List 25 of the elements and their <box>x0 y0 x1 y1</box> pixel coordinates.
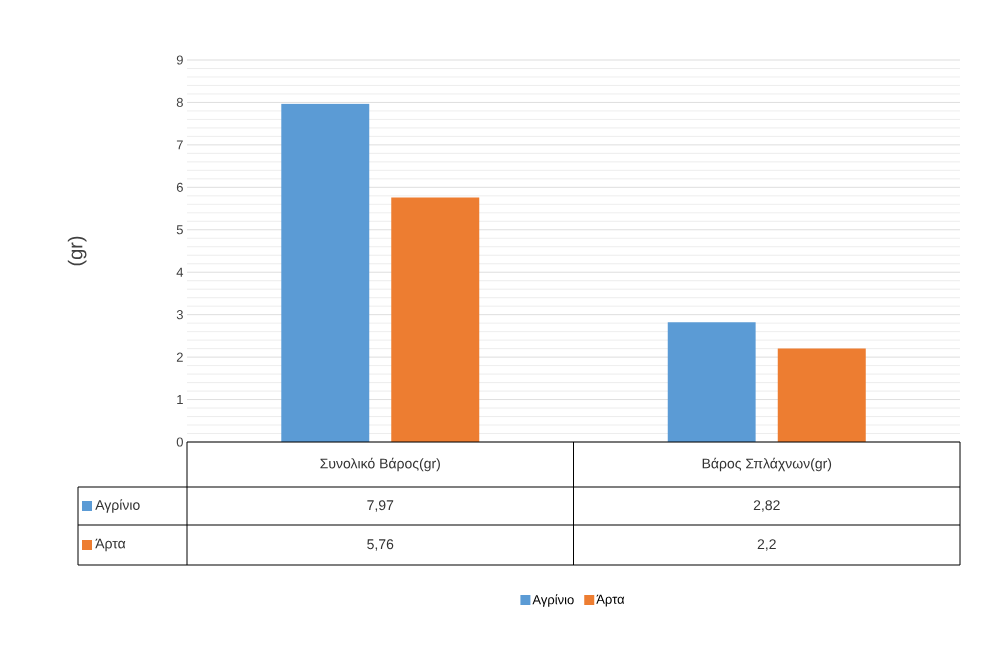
y-tick-label: 2 <box>176 352 183 362</box>
y-tick-label: 8 <box>176 97 183 108</box>
y-tick-label: 5 <box>176 225 183 235</box>
bar <box>391 197 480 442</box>
y-axis-title: (gr) <box>67 236 87 266</box>
legend-label: Άρτα <box>596 594 625 607</box>
data-label: 7,97 <box>367 500 394 512</box>
y-tick-label: 0 <box>176 437 183 447</box>
data-label: 5,76 <box>367 539 394 551</box>
y-tick-label: 1 <box>177 395 183 405</box>
y-tick-label: 4 <box>176 267 184 277</box>
bar <box>281 103 370 442</box>
y-tick-label: 3 <box>176 310 183 320</box>
data-label: 2,2 <box>757 539 776 551</box>
data-label: 2,82 <box>753 500 780 512</box>
text: Αγρίνιο <box>95 499 140 513</box>
y-tick-label: 7 <box>176 140 183 150</box>
bar <box>667 322 756 442</box>
text: Άρτα <box>95 538 126 552</box>
y-tick-label: 6 <box>176 182 183 192</box>
x-tick-label: Βάρος Σπλάχνων(gr) <box>702 457 832 472</box>
x-tick-label: Συνολικό Βάρος(gr) <box>320 457 440 472</box>
y-tick-label: 9 <box>176 55 183 65</box>
legend-label: Αγρίνιο <box>532 594 574 607</box>
bar <box>777 348 866 442</box>
